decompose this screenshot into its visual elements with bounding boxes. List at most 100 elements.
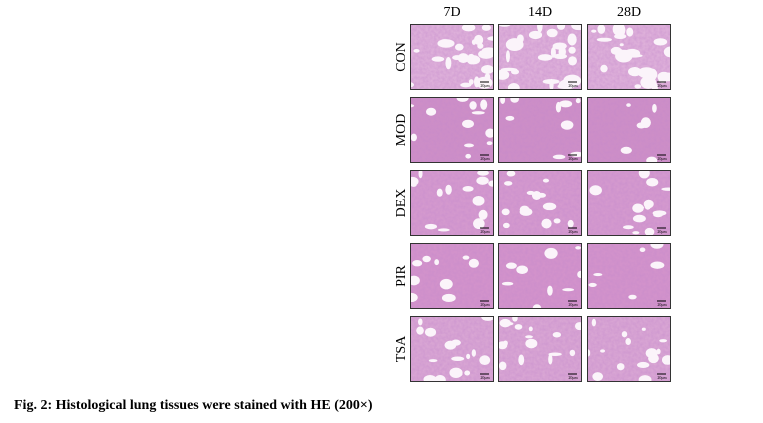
alveolus <box>575 98 581 104</box>
alveolus <box>477 170 489 176</box>
panel-image <box>587 316 671 382</box>
alveolus <box>477 42 484 49</box>
alveolus <box>616 363 625 371</box>
alveolus <box>632 214 646 223</box>
alveolus <box>410 292 418 303</box>
panel-border <box>410 243 494 309</box>
alveolus <box>653 38 668 46</box>
alveolus <box>614 33 627 40</box>
alveolus <box>560 120 574 130</box>
alveolus <box>622 225 634 230</box>
alveolus <box>637 361 650 369</box>
alveolus <box>481 65 494 74</box>
column-header: 28D <box>617 5 641 20</box>
panel-image <box>410 170 494 236</box>
alveolus <box>577 270 582 279</box>
alveolus <box>592 372 604 381</box>
histology-panel: 20μm <box>498 97 582 163</box>
alveolus <box>588 282 597 287</box>
alveolus <box>445 57 452 70</box>
scale-bar-label: 20μm <box>568 229 578 234</box>
alveolus <box>462 119 474 128</box>
row-label: MOD <box>394 114 409 147</box>
alveolus <box>410 104 415 108</box>
alveolus <box>468 258 479 268</box>
alveolus <box>505 262 517 269</box>
histology-panel: 20μm <box>410 243 494 309</box>
alveolus <box>621 331 628 338</box>
alveolus <box>410 82 415 88</box>
alveolus <box>643 199 654 209</box>
alveolus <box>638 375 652 382</box>
panel-border <box>587 170 671 236</box>
alveolus <box>626 27 634 37</box>
alveolus <box>507 83 520 90</box>
alveolus <box>464 143 474 148</box>
alveolus <box>416 326 424 335</box>
alveolus <box>476 176 489 185</box>
scale-bar-label: 20μm <box>657 302 667 307</box>
alveolus <box>441 293 456 303</box>
alveolus <box>462 186 474 192</box>
alveolus <box>550 46 556 58</box>
alveolus <box>413 48 420 53</box>
alveolus <box>481 24 491 31</box>
scale-bar-label: 20μm <box>480 83 490 88</box>
alveolus <box>418 170 423 179</box>
alveolus <box>424 223 437 230</box>
alveolus <box>498 69 510 80</box>
alveolus <box>473 34 484 46</box>
alveolus <box>612 24 622 36</box>
scale-bar-label: 20μm <box>657 375 667 380</box>
panel-border <box>498 243 582 309</box>
histology-panel: 20μm <box>410 170 494 236</box>
alveolus <box>457 53 469 64</box>
alveolus <box>571 24 582 31</box>
alveolus <box>591 318 597 327</box>
stain-texture <box>498 243 582 309</box>
histology-panel: 20μm <box>498 170 582 236</box>
alveolus <box>619 43 624 47</box>
alveolus <box>528 326 533 332</box>
alveolus <box>510 97 520 103</box>
panel-image <box>587 170 671 236</box>
row-label: DEX <box>394 189 409 218</box>
alveolus <box>504 181 513 186</box>
alveolus <box>500 97 506 104</box>
alveolus <box>532 304 542 309</box>
panel-border <box>410 97 494 163</box>
panel-image <box>410 243 494 309</box>
alveolus <box>423 375 437 382</box>
alveolus <box>536 192 546 198</box>
alveolus <box>424 327 437 337</box>
histology-panel: 20μm <box>587 170 671 236</box>
alveolus <box>461 24 476 32</box>
alveolus <box>410 176 419 186</box>
alveolus <box>528 30 543 40</box>
scale-bar-label: 20μm <box>657 229 667 234</box>
alveolus <box>552 154 566 160</box>
histology-panel: 20μm <box>587 243 671 309</box>
alveolus <box>485 128 494 138</box>
alveolus <box>652 103 657 113</box>
scale-bar-label: 20μm <box>480 375 490 380</box>
alveolus <box>510 69 520 75</box>
alveolus <box>628 66 642 77</box>
alveolus <box>505 38 524 52</box>
alveolus <box>469 101 477 110</box>
alveolus <box>454 43 464 51</box>
panel-image <box>498 24 582 90</box>
alveolus <box>548 354 553 365</box>
column-header: 14D <box>528 5 552 20</box>
alveolus <box>516 265 529 274</box>
alveolus <box>468 79 474 85</box>
alveolus <box>548 352 562 356</box>
alveolus <box>456 97 469 102</box>
panel-border <box>498 170 582 236</box>
alveolus <box>552 331 562 338</box>
histology-panel: 20μm <box>587 97 671 163</box>
histology-panel: 20μm <box>587 316 671 382</box>
histology-panel: 20μm <box>498 24 582 90</box>
alveolus <box>464 370 471 376</box>
alveolus <box>437 228 450 232</box>
